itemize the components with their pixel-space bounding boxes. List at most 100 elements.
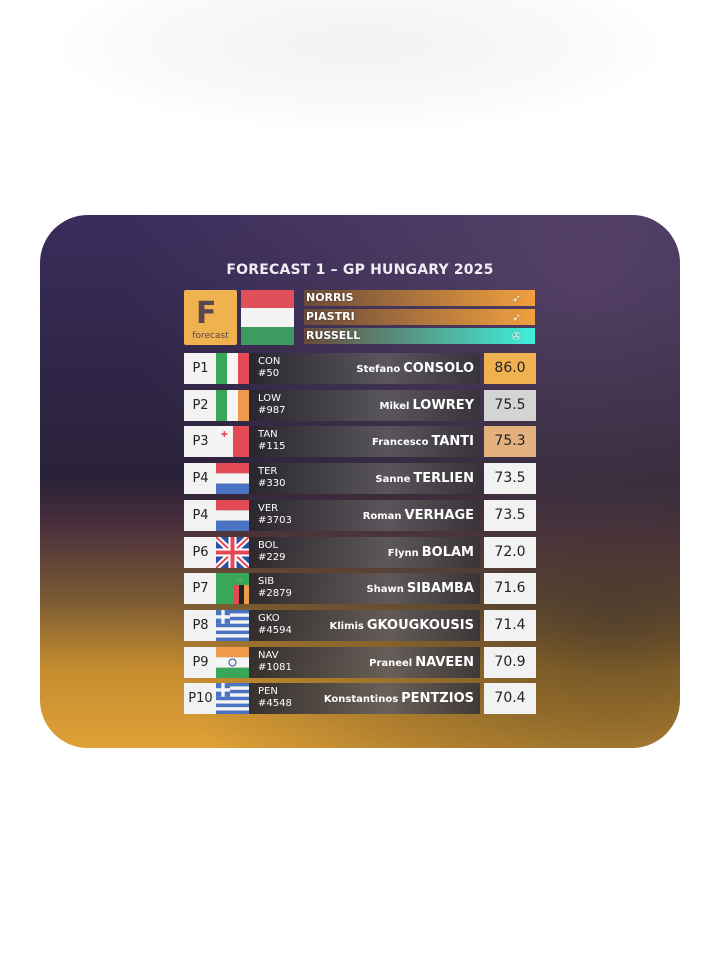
score: 73.5 xyxy=(484,499,536,531)
svg-text:✚: ✚ xyxy=(221,430,228,439)
player-info: NAV #1081 Praneel NAVEEN xyxy=(249,646,480,678)
leaderboard-row: P9 NAV #1081 Praneel NAVEEN 70.9 xyxy=(184,646,536,678)
position: P4 xyxy=(184,499,217,531)
first-name: Stefano xyxy=(356,364,401,375)
player-abbr: LOW xyxy=(258,392,281,404)
mclaren-icon: ➶ xyxy=(511,292,521,305)
player-code: BOL #229 xyxy=(258,540,285,564)
italy-flag-icon xyxy=(216,353,249,384)
player-code: TAN #115 xyxy=(258,429,285,453)
position: P2 xyxy=(184,389,217,421)
greece-flag-icon xyxy=(216,609,249,641)
player-info: BOL #229 Flynn BOLAM xyxy=(249,536,480,568)
last-name: TERLIEN xyxy=(413,471,474,487)
player-number: #50 xyxy=(258,368,280,379)
player-number: #229 xyxy=(258,551,286,563)
greece-flag-icon xyxy=(216,683,249,715)
podium-driver-3: RUSSELL ✇ xyxy=(304,328,535,344)
leaderboard-row: P4 TER #330 Sanne TERLIEN 73.5 xyxy=(184,463,536,495)
player-name: Stefano CONSOLO xyxy=(356,361,474,376)
player-number: #4594 xyxy=(258,624,292,636)
score: 71.4 xyxy=(484,609,536,641)
player-code: TER #330 xyxy=(258,466,285,490)
mercedes-icon: ✇ xyxy=(511,330,521,343)
player-name: Konstantinos PENTZIOS xyxy=(324,691,474,706)
position: P10 xyxy=(184,683,217,715)
player-code: PEN #4548 xyxy=(258,686,292,710)
player-name: Roman VERHAGE xyxy=(363,508,474,523)
player-name: Flynn BOLAM xyxy=(388,545,474,560)
last-name: CONSOLO xyxy=(403,361,474,376)
last-name: TANTI xyxy=(431,434,474,450)
logo-word: forecast xyxy=(192,331,229,341)
podium-driver-name: NORRIS xyxy=(306,291,354,304)
last-name: VERHAGE xyxy=(404,507,474,523)
forecast-logo: F forecast xyxy=(184,290,237,345)
netherlands-flag-icon xyxy=(216,499,249,531)
player-info: PEN #4548 Konstantinos PENTZIOS xyxy=(249,683,480,715)
leaderboard-row: P4 VER #3703 Roman VERHAGE 73.5 xyxy=(184,499,536,531)
first-name: Shawn xyxy=(366,584,404,596)
hungary-flag-icon xyxy=(241,290,294,345)
player-code: GKO #4594 xyxy=(258,613,292,637)
leaderboard-row: P3 ✚ TAN #115 Francesco TANTI 75.3 xyxy=(184,426,536,458)
position: P4 xyxy=(184,463,217,495)
player-info: VER #3703 Roman VERHAGE xyxy=(249,499,480,531)
player-code: SIB #2879 xyxy=(258,576,292,600)
player-abbr: VER xyxy=(258,502,279,514)
player-number: #1081 xyxy=(258,661,292,673)
first-name: Praneel xyxy=(369,657,413,669)
player-abbr: CON xyxy=(258,356,281,367)
player-name: Mikel LOWREY xyxy=(380,398,475,413)
score: 73.5 xyxy=(484,463,536,495)
uk-flag-icon xyxy=(216,536,249,568)
player-abbr: TER xyxy=(258,466,278,478)
first-name: Roman xyxy=(362,510,402,522)
player-abbr: TAN xyxy=(258,429,278,441)
player-code: VER #3703 xyxy=(258,503,292,527)
podium-driver-2: PIASTRI ➶ xyxy=(304,309,535,325)
mclaren-icon: ➶ xyxy=(511,311,521,324)
score: 71.6 xyxy=(484,573,536,605)
player-code: CON #50 xyxy=(258,356,280,380)
score: 70.4 xyxy=(484,683,536,715)
player-info: GKO #4594 Klimis GKOUGKOUSIS xyxy=(249,609,480,641)
player-info: CON #50 Stefano CONSOLO xyxy=(249,353,480,384)
leaderboard-row: P10 PEN #4548 Konstantinos PENTZIOS 70.4 xyxy=(184,683,536,715)
player-number: #115 xyxy=(258,441,286,453)
player-name: Shawn SIBAMBA xyxy=(366,581,474,596)
player-abbr: PEN xyxy=(258,686,278,698)
score: 86.0 xyxy=(484,353,536,384)
score: 72.0 xyxy=(484,536,536,568)
first-name: Sanne xyxy=(375,474,411,486)
podium-driver-name: PIASTRI xyxy=(306,310,355,323)
player-info: SIB #2879 Shawn SIBAMBA xyxy=(249,573,480,605)
malta-flag-icon: ✚ xyxy=(216,426,249,458)
podium-driver-name: RUSSELL xyxy=(306,329,361,342)
player-info: LOW #987 Mikel LOWREY xyxy=(249,389,480,421)
player-abbr: NAV xyxy=(258,649,279,661)
last-name: LOWREY xyxy=(412,397,474,413)
score: 75.3 xyxy=(484,426,536,458)
score: 75.5 xyxy=(484,389,536,421)
last-name: SIBAMBA xyxy=(406,581,474,597)
player-number: #3703 xyxy=(258,514,292,526)
last-name: GKOUGKOUSIS xyxy=(366,617,474,633)
position: P8 xyxy=(184,609,217,641)
player-name: Francesco TANTI xyxy=(372,434,474,449)
score: 70.9 xyxy=(484,646,536,678)
svg-text:~: ~ xyxy=(237,576,243,584)
position: P6 xyxy=(184,536,217,568)
leaderboard-row: P7 ~ SIB #2879 Shawn SIBAMBA 71.6 xyxy=(184,573,536,605)
player-number: #2879 xyxy=(258,588,292,600)
last-name: BOLAM xyxy=(421,544,474,560)
player-name: Klimis GKOUGKOUSIS xyxy=(329,618,474,633)
leaderboard-row: P8 GKO #4594 Klimis GKOUGKOUSIS 71.4 xyxy=(184,609,536,641)
first-name: Mikel xyxy=(379,400,410,412)
player-number: #330 xyxy=(258,478,286,490)
first-name: Flynn xyxy=(387,547,419,559)
netherlands-flag-icon xyxy=(216,463,249,495)
last-name: NAVEEN xyxy=(415,654,474,670)
leaderboard-row: P6 BOL #229 Flynn BOLAM 72.0 xyxy=(184,536,536,568)
position: P9 xyxy=(184,646,217,678)
